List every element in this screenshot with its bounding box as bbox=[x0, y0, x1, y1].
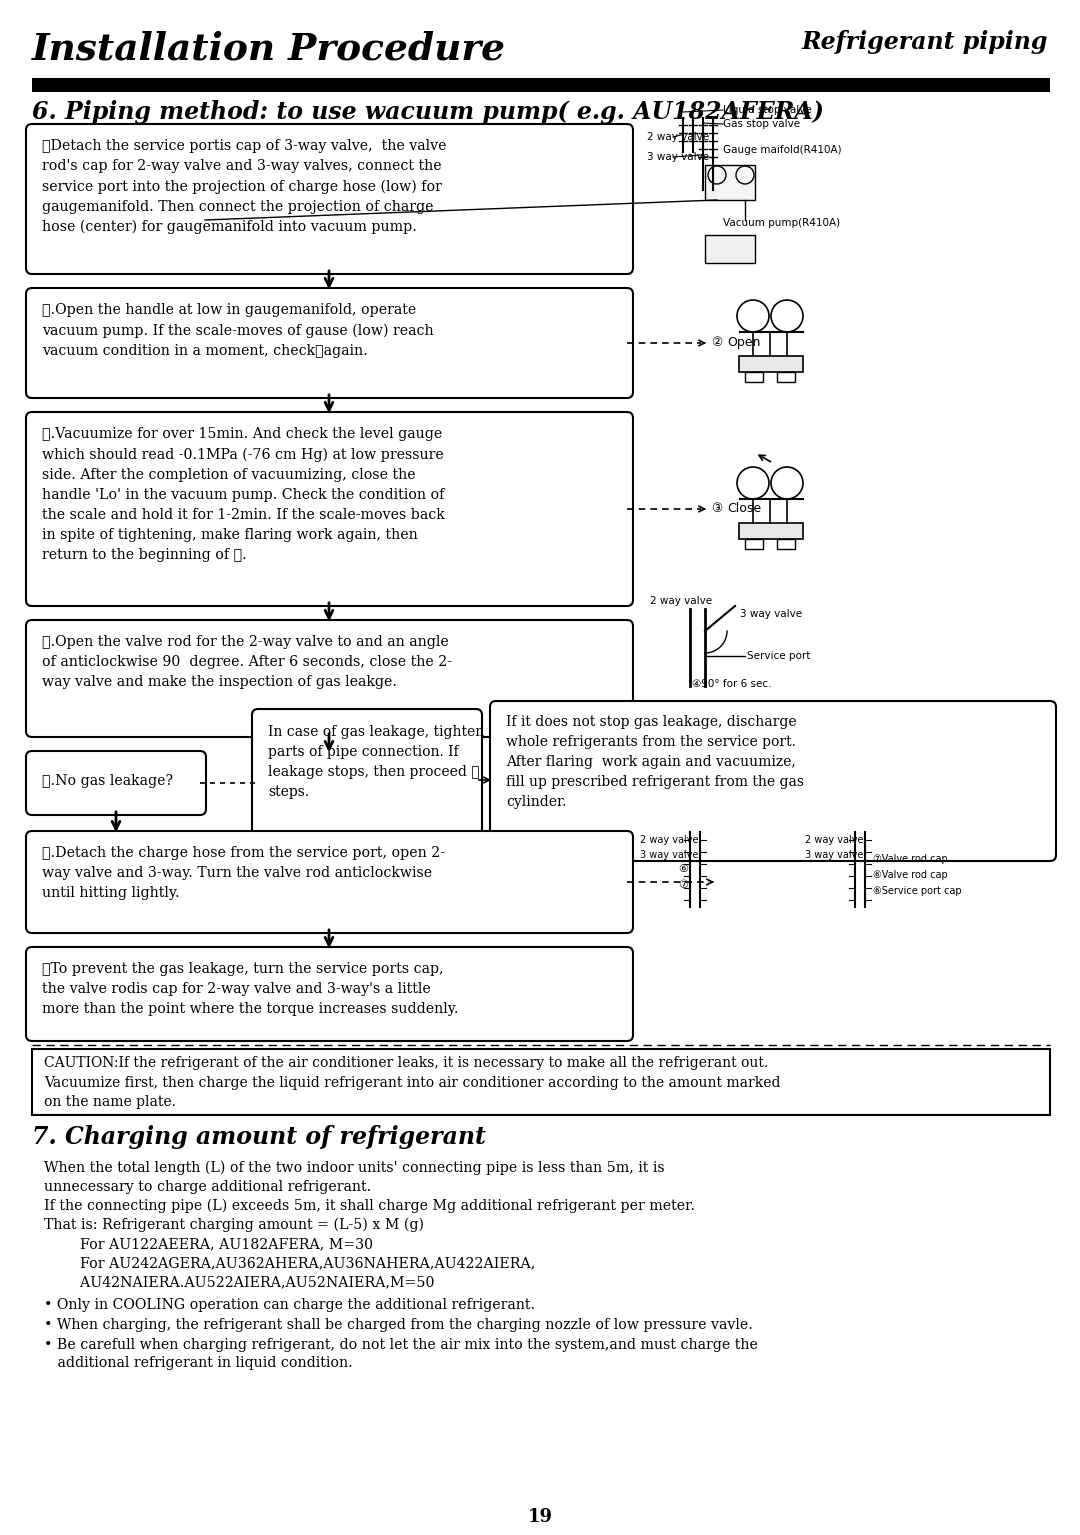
Text: When the total length (L) of the two indoor units' connecting pipe is less than : When the total length (L) of the two ind… bbox=[44, 1160, 664, 1176]
Text: For AU122AEERA, AU182AFERA, M=30: For AU122AEERA, AU182AFERA, M=30 bbox=[44, 1237, 373, 1251]
Text: • Be carefull when charging refrigerant, do not let the air mix into the system,: • Be carefull when charging refrigerant,… bbox=[44, 1339, 758, 1352]
Bar bbox=[32, 1048, 1050, 1114]
Bar bbox=[777, 371, 795, 382]
Bar bbox=[739, 356, 804, 371]
Text: 19: 19 bbox=[527, 1507, 553, 1526]
Text: ④.Open the valve rod for the 2-way valve to and an angle
of anticlockwise 90  de: ④.Open the valve rod for the 2-way valve… bbox=[42, 635, 453, 689]
Text: CAUTION:If the refrigerant of the air conditioner leaks, it is necessary to make: CAUTION:If the refrigerant of the air co… bbox=[44, 1056, 781, 1108]
Text: Close: Close bbox=[727, 502, 761, 516]
Text: additional refrigerant in liquid condition.: additional refrigerant in liquid conditi… bbox=[44, 1355, 353, 1371]
Text: For AU242AGERA,AU362AHERA,AU36NAHERA,AU422AIERA,: For AU242AGERA,AU362AHERA,AU36NAHERA,AU4… bbox=[44, 1256, 536, 1269]
Bar bbox=[705, 164, 755, 200]
Text: • When charging, the refrigerant shall be charged from the charging nozzle of lo: • When charging, the refrigerant shall b… bbox=[44, 1319, 753, 1332]
Text: ②: ② bbox=[711, 336, 723, 348]
Text: ⑤.No gas leakage?: ⑤.No gas leakage? bbox=[42, 774, 173, 787]
Text: Open: Open bbox=[727, 336, 760, 348]
Text: 7. Charging amount of refrigerant: 7. Charging amount of refrigerant bbox=[32, 1125, 486, 1150]
Text: ⑦: ⑦ bbox=[678, 880, 688, 890]
FancyBboxPatch shape bbox=[252, 709, 482, 850]
FancyBboxPatch shape bbox=[490, 701, 1056, 861]
Text: Refrigerant piping: Refrigerant piping bbox=[801, 31, 1048, 54]
Text: ⑦To prevent the gas leakage, turn the service ports cap,
the valve rodis cap for: ⑦To prevent the gas leakage, turn the se… bbox=[42, 962, 459, 1016]
Text: 6. Piping method: to use wacuum pump( e.g. AU182AFERA): 6. Piping method: to use wacuum pump( e.… bbox=[32, 100, 824, 124]
Text: 2 way valve: 2 way valve bbox=[647, 132, 710, 143]
Bar bbox=[777, 539, 795, 550]
FancyBboxPatch shape bbox=[26, 411, 633, 606]
Text: Gas stop valve: Gas stop valve bbox=[723, 120, 800, 129]
Text: ②.Open the handle at low in gaugemanifold, operate
vacuum pump. If the scale-mov: ②.Open the handle at low in gaugemanifol… bbox=[42, 302, 434, 358]
FancyBboxPatch shape bbox=[26, 947, 633, 1041]
Bar bbox=[745, 371, 762, 382]
Bar bbox=[32, 78, 1050, 92]
Text: ⑥Service port cap: ⑥Service port cap bbox=[873, 886, 961, 896]
Text: 3 way valve: 3 way valve bbox=[740, 609, 802, 619]
Text: 3 way valve: 3 way valve bbox=[805, 850, 863, 860]
Text: If the connecting pipe (L) exceeds 5m, it shall charge Mg additional refrigerant: If the connecting pipe (L) exceeds 5m, i… bbox=[44, 1199, 696, 1213]
Text: ③: ③ bbox=[711, 502, 723, 516]
Text: That is: Refrigerant charging amount = (L-5) x M (g): That is: Refrigerant charging amount = (… bbox=[44, 1217, 424, 1233]
Text: AU42NAIERA.AU522AIERA,AU52NAIERA,M=50: AU42NAIERA.AU522AIERA,AU52NAIERA,M=50 bbox=[44, 1276, 434, 1289]
Text: • Only in COOLING operation can charge the additional refrigerant.: • Only in COOLING operation can charge t… bbox=[44, 1299, 535, 1312]
Text: ⑥: ⑥ bbox=[678, 864, 688, 873]
FancyBboxPatch shape bbox=[26, 830, 633, 933]
Text: Installation Procedure: Installation Procedure bbox=[32, 31, 507, 68]
Text: Service port: Service port bbox=[747, 651, 810, 662]
Text: 2 way valve: 2 way valve bbox=[650, 596, 712, 606]
Text: ⑥Valve rod cap: ⑥Valve rod cap bbox=[873, 870, 948, 880]
Text: ⑥.Detach the charge hose from the service port, open 2-
way valve and 3-way. Tur: ⑥.Detach the charge hose from the servic… bbox=[42, 846, 445, 900]
FancyBboxPatch shape bbox=[26, 289, 633, 398]
Text: 3 way valve: 3 way valve bbox=[640, 850, 699, 860]
Text: unnecessary to charge additional refrigerant.: unnecessary to charge additional refrige… bbox=[44, 1180, 372, 1194]
Text: Gauge maifold(R410A): Gauge maifold(R410A) bbox=[723, 144, 841, 155]
Text: Liquid stop valve: Liquid stop valve bbox=[723, 104, 812, 115]
FancyBboxPatch shape bbox=[26, 620, 633, 737]
Bar bbox=[745, 539, 762, 550]
Bar bbox=[739, 523, 804, 539]
Text: 3 way valve: 3 way valve bbox=[647, 152, 710, 163]
Text: ③.Vacuumize for over 15min. And check the level gauge
which should read -0.1MPa : ③.Vacuumize for over 15min. And check th… bbox=[42, 427, 445, 562]
Text: 2 way valve: 2 way valve bbox=[640, 835, 699, 844]
Text: ①Detach the service portis cap of 3-way valve,  the valve
rod's cap for 2-way va: ①Detach the service portis cap of 3-way … bbox=[42, 140, 446, 235]
FancyBboxPatch shape bbox=[26, 751, 206, 815]
Text: If it does not stop gas leakage, discharge
whole refrigerants from the service p: If it does not stop gas leakage, dischar… bbox=[507, 715, 804, 809]
FancyBboxPatch shape bbox=[26, 124, 633, 275]
Text: ⑦Valve rod cap: ⑦Valve rod cap bbox=[873, 853, 948, 864]
Bar bbox=[705, 235, 755, 262]
Text: 2 way valve: 2 way valve bbox=[805, 835, 864, 844]
Text: Vacuum pump(R410A): Vacuum pump(R410A) bbox=[723, 218, 840, 229]
Text: In case of gas leakage, tighten
parts of pipe connection. If
leakage stops, then: In case of gas leakage, tighten parts of… bbox=[268, 725, 484, 800]
Text: ④90° for 6 sec.: ④90° for 6 sec. bbox=[692, 678, 771, 689]
